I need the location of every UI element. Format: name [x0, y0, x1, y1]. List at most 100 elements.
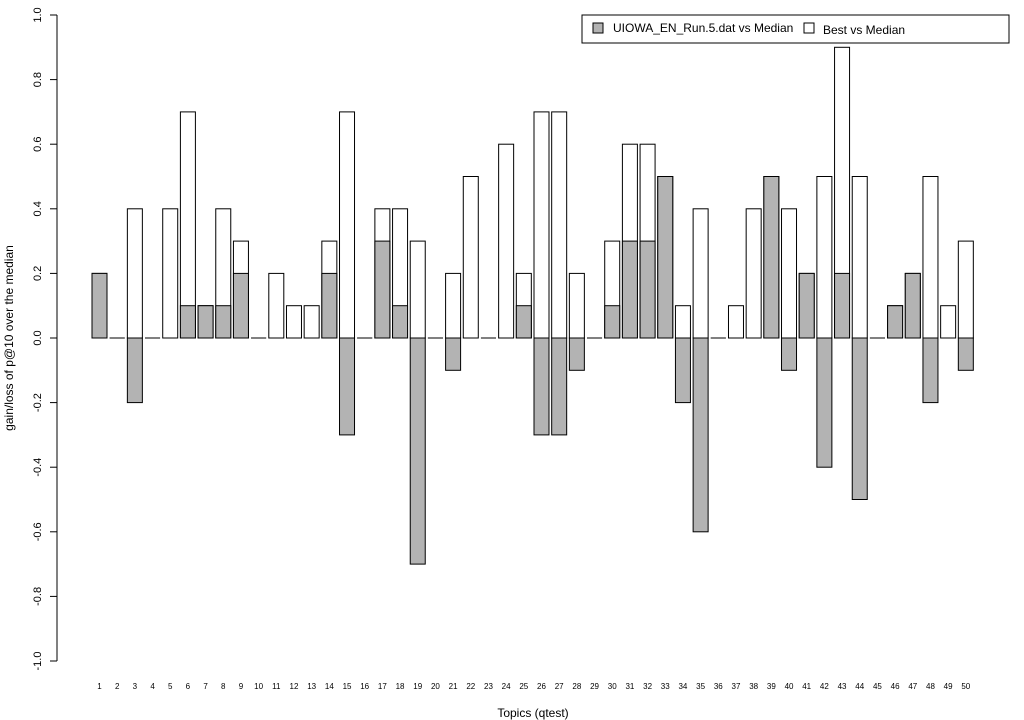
x-tick-label: 8 — [221, 682, 226, 691]
run-vs-median-bar — [321, 272, 338, 339]
best-vs-median-bar — [727, 305, 744, 339]
legend-frame — [581, 14, 1010, 44]
legend-swatch-best — [803, 22, 815, 34]
x-tick-label: 3 — [133, 682, 138, 691]
x-tick-label: 36 — [714, 682, 723, 691]
run-vs-median-bar — [639, 240, 656, 339]
legend-label-run: UIOWA_EN_Run.5.dat vs Median — [613, 21, 793, 35]
x-tick-label: 46 — [891, 682, 900, 691]
run-vs-median-bar — [834, 272, 851, 339]
x-tick-label: 34 — [678, 682, 687, 691]
x-tick-label: 38 — [749, 682, 758, 691]
best-vs-median-bar — [551, 111, 568, 339]
x-tick-label: 39 — [767, 682, 776, 691]
run-vs-median-bar — [957, 337, 974, 371]
x-tick-label: 4 — [150, 682, 155, 691]
y-tick-label: -0.8 — [32, 587, 44, 606]
x-tick-label: 40 — [785, 682, 794, 691]
x-tick-label: 14 — [325, 682, 334, 691]
best-vs-median-bar — [745, 208, 762, 339]
y-axis-label: gain/loss of p@10 over the median — [2, 245, 16, 431]
x-tick-label: 35 — [696, 682, 705, 691]
y-tick-label: 0.8 — [32, 72, 44, 87]
best-vs-median-bar — [674, 305, 691, 339]
x-tick-label: 15 — [343, 682, 352, 691]
run-vs-median-bar — [232, 272, 249, 339]
x-tick-label: 37 — [732, 682, 741, 691]
run-vs-median-bar — [816, 337, 833, 468]
x-tick-label: 21 — [449, 682, 458, 691]
x-tick-label: 45 — [873, 682, 882, 691]
run-vs-median-bar — [445, 337, 462, 371]
run-vs-median-bar — [374, 240, 391, 339]
legend-label-best: Best vs Median — [823, 23, 905, 37]
y-tick-label: 0.0 — [32, 330, 44, 345]
run-vs-median-bar — [533, 337, 550, 436]
x-tick-label: 32 — [643, 682, 652, 691]
best-vs-median-bar — [179, 111, 196, 339]
best-vs-median-bar — [940, 305, 957, 339]
y-tick-label: 0.2 — [32, 266, 44, 281]
best-vs-median-bar — [339, 111, 356, 339]
x-tick-label: 28 — [572, 682, 581, 691]
run-vs-median-bar — [515, 305, 532, 339]
best-vs-median-bar — [462, 176, 479, 339]
x-tick-label: 17 — [378, 682, 387, 691]
x-tick-label: 7 — [203, 682, 208, 691]
run-vs-median-bar — [179, 305, 196, 339]
run-vs-median-bar — [887, 305, 904, 339]
x-tick-label: 9 — [239, 682, 244, 691]
run-vs-median-bar — [409, 337, 426, 565]
legend-swatch-run — [592, 22, 604, 34]
x-tick-label: 13 — [307, 682, 316, 691]
x-tick-label: 16 — [360, 682, 369, 691]
best-vs-median-bar — [126, 208, 143, 339]
x-tick-label: 27 — [555, 682, 564, 691]
x-tick-label: 48 — [926, 682, 935, 691]
x-tick-label: 24 — [502, 682, 511, 691]
best-vs-median-bar — [568, 272, 585, 339]
run-vs-median-bar — [215, 305, 232, 339]
y-tick-label: 0.6 — [32, 137, 44, 152]
run-vs-median-bar — [692, 337, 709, 533]
x-tick-label: 33 — [661, 682, 670, 691]
run-vs-median-bar — [922, 337, 939, 404]
best-vs-median-bar — [957, 240, 974, 339]
x-tick-label: 19 — [413, 682, 422, 691]
best-vs-median-bar — [692, 208, 709, 339]
run-vs-median-bar — [339, 337, 356, 436]
x-tick-label: 23 — [484, 682, 493, 691]
best-vs-median-bar — [285, 305, 302, 339]
run-vs-median-bar — [91, 272, 108, 339]
x-tick-label: 50 — [961, 682, 970, 691]
run-vs-median-bar — [551, 337, 568, 436]
run-vs-median-bar — [904, 272, 921, 339]
x-tick-label: 31 — [625, 682, 634, 691]
best-vs-median-bar — [922, 176, 939, 339]
best-vs-median-bar — [162, 208, 179, 339]
x-tick-label: 47 — [908, 682, 917, 691]
best-vs-median-bar — [268, 272, 285, 339]
x-tick-labels: 1 2 3 4 5 6 7 8 9 10 11 12 13 14 15 16 17 18 19 20 21 22 23 24 2… — [97, 682, 971, 691]
best-vs-median-bar — [445, 272, 462, 339]
best-vs-median-bar — [303, 305, 320, 339]
best-vs-median-bar — [851, 176, 868, 339]
run-vs-median-bar — [197, 305, 214, 339]
run-vs-median-bar — [126, 337, 143, 404]
best-vs-median-bar — [816, 176, 833, 339]
x-tick-label: 6 — [186, 682, 191, 691]
y-tick-label: 1.0 — [32, 7, 44, 22]
x-tick-label: 5 — [168, 682, 173, 691]
legend: UIOWA_EN_Run.5.dat vs Median Best vs Med… — [581, 14, 1010, 44]
x-tick-label: 22 — [466, 682, 475, 691]
best-vs-median-bar — [781, 208, 798, 339]
x-tick-label: 43 — [838, 682, 847, 691]
run-vs-median-bar — [798, 272, 815, 339]
x-tick-label: 42 — [820, 682, 829, 691]
x-tick-label: 26 — [537, 682, 546, 691]
x-tick-label: 10 — [254, 682, 263, 691]
x-tick-label: 12 — [290, 682, 299, 691]
run-vs-median-bar — [781, 337, 798, 371]
y-tick-label: -0.4 — [32, 458, 44, 477]
